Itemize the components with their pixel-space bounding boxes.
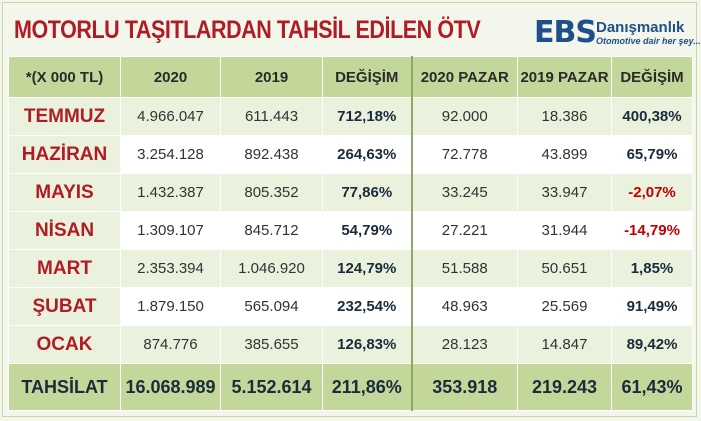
company-logo: EBS Danışmanlık Otomotive dair her şey..… xyxy=(534,13,701,53)
otv-table: *(X 000 TL) 2020 2019 DEĞİŞİM 2020 PAZAR… xyxy=(8,56,693,411)
value-2019: 565.094 xyxy=(220,287,323,326)
value-2019: 805.352 xyxy=(220,173,323,212)
change-cell: 264,63% xyxy=(322,135,412,174)
month-cell: ŞUBAT xyxy=(8,287,121,326)
market-2020: 92.000 xyxy=(410,97,518,136)
value-2020: 1.309.107 xyxy=(120,211,221,250)
market-change-cell: 1,85% xyxy=(611,249,693,288)
total-2019: 5.152.614 xyxy=(220,363,323,411)
logo-mark: EBS xyxy=(534,15,597,50)
total-2020: 16.068.989 xyxy=(120,363,221,411)
market-2020: 48.963 xyxy=(410,287,518,326)
table-row: OCAK 874.776 385.655 126,83% 28.123 14.847 89,… xyxy=(8,325,693,364)
month-cell: MART xyxy=(8,249,121,288)
value-2019: 611.443 xyxy=(220,97,323,136)
page-title: MOTORLU TAŞITLARDAN TAHSİL EDİLEN ÖTV xyxy=(14,16,481,44)
table-row: TEMMUZ 4.966.047 611.443 712,18% 92.000 18.38… xyxy=(8,97,693,136)
month-cell: HAZİRAN xyxy=(8,135,121,174)
col-header-unit: *(X 000 TL) xyxy=(8,56,121,98)
logo-name: Danışmanlık xyxy=(596,19,685,36)
value-2020: 874.776 xyxy=(120,325,221,364)
market-change-cell: 91,49% xyxy=(611,287,693,326)
change-cell: 124,79% xyxy=(322,249,412,288)
change-cell: 232,54% xyxy=(322,287,412,326)
table-row: MAYIS 1.432.387 805.352 77,86% 33.245 33.947-… xyxy=(8,173,693,212)
month-cell: OCAK xyxy=(8,325,121,364)
month-cell: MAYIS xyxy=(8,173,121,212)
table-row: HAZİRAN 3.254.128 892.438 264,63% 72.778 43.8… xyxy=(8,135,693,174)
market-2020: 28.123 xyxy=(410,325,518,364)
col-header-2020: 2020 xyxy=(120,56,221,98)
change-cell: 77,86% xyxy=(322,173,412,212)
month-cell: TEMMUZ xyxy=(8,97,121,136)
market-2020: 33.245 xyxy=(410,173,518,212)
logo-tagline: Otomotive dair her şey... xyxy=(596,36,701,46)
col-header-2019-market: 2019 PAZAR xyxy=(517,56,612,98)
total-2020-market: 353.918 xyxy=(410,363,518,411)
total-2019-market: 219.243 xyxy=(517,363,612,411)
market-2020: 27.221 xyxy=(410,211,518,250)
market-change-cell: 400,38% xyxy=(611,97,693,136)
value-2019: 845.712 xyxy=(220,211,323,250)
total-label: TAHSİLAT xyxy=(8,363,121,411)
col-header-2020-market: 2020 PAZAR xyxy=(410,56,518,98)
value-2020: 2.353.394 xyxy=(120,249,221,288)
value-2019: 1.046.920 xyxy=(220,249,323,288)
table-header-row: *(X 000 TL) 2020 2019 DEĞİŞİM 2020 PAZAR… xyxy=(8,56,693,98)
market-2019: 14.847 xyxy=(517,325,612,364)
value-2020: 4.966.047 xyxy=(120,97,221,136)
total-change: 211,86% xyxy=(322,363,412,411)
col-header-2019: 2019 xyxy=(220,56,323,98)
market-change-cell: -2,07% xyxy=(611,173,693,212)
table-row: MART 2.353.394 1.046.920 124,79% 51.588 50.65… xyxy=(8,249,693,288)
market-change-cell: -14,79% xyxy=(611,211,693,250)
total-market-change: 61,43% xyxy=(611,363,693,411)
col-header-market-change: DEĞİŞİM xyxy=(611,56,693,98)
col-header-change: DEĞİŞİM xyxy=(322,56,412,98)
market-2019: 18.386 xyxy=(517,97,612,136)
table-row: ŞUBAT 1.879.150 565.094 232,54% 48.963 25.569… xyxy=(8,287,693,326)
market-change-cell: 89,42% xyxy=(611,325,693,364)
table-row: NİSAN 1.309.107 845.712 54,79% 27.221 31.944-… xyxy=(8,211,693,250)
market-change-cell: 65,79% xyxy=(611,135,693,174)
market-2019: 43.899 xyxy=(517,135,612,174)
value-2020: 1.879.150 xyxy=(120,287,221,326)
market-2020: 51.588 xyxy=(410,249,518,288)
market-2019: 25.569 xyxy=(517,287,612,326)
market-2019: 33.947 xyxy=(517,173,612,212)
change-cell: 126,83% xyxy=(322,325,412,364)
market-2019: 31.944 xyxy=(517,211,612,250)
change-cell: 54,79% xyxy=(322,211,412,250)
value-2019: 892.438 xyxy=(220,135,323,174)
total-row: TAHSİLAT 16.068.989 5.152.614 211,86% 35… xyxy=(8,363,693,411)
market-2019: 50.651 xyxy=(517,249,612,288)
market-2020: 72.778 xyxy=(410,135,518,174)
value-2019: 385.655 xyxy=(220,325,323,364)
value-2020: 1.432.387 xyxy=(120,173,221,212)
value-2020: 3.254.128 xyxy=(120,135,221,174)
month-cell: NİSAN xyxy=(8,211,121,250)
change-cell: 712,18% xyxy=(322,97,412,136)
